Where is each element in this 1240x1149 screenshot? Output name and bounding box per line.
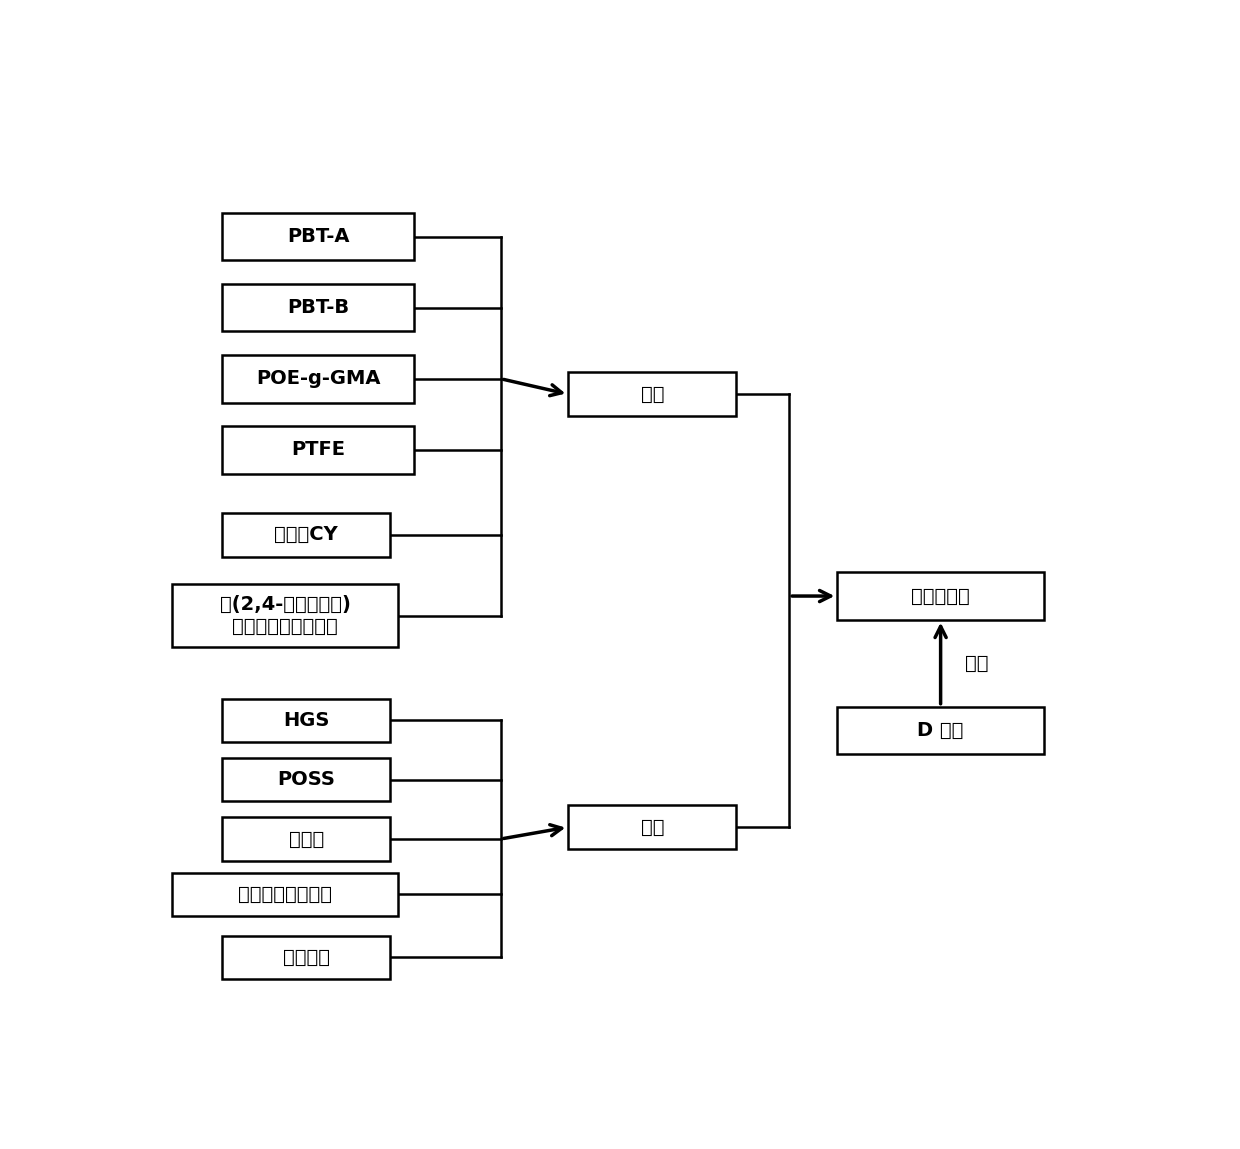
Text: 混合: 混合 bbox=[641, 385, 665, 403]
Text: 抗氧剖CY: 抗氧剖CY bbox=[274, 525, 339, 545]
FancyBboxPatch shape bbox=[222, 213, 414, 261]
Text: 芥酸酰胺: 芥酸酰胺 bbox=[283, 948, 330, 967]
Text: PTFE: PTFE bbox=[291, 440, 346, 460]
FancyBboxPatch shape bbox=[172, 872, 398, 916]
Text: 挤出、造粒: 挤出、造粒 bbox=[911, 586, 970, 606]
Text: HGS: HGS bbox=[283, 711, 330, 730]
Text: 双(2,4-二枯基苯基)
季戊四醇二亚磷酸酯: 双(2,4-二枯基苯基) 季戊四醇二亚磷酸酯 bbox=[219, 595, 351, 637]
Text: POSS: POSS bbox=[278, 770, 335, 789]
Text: POE-g-GMA: POE-g-GMA bbox=[257, 369, 381, 388]
FancyBboxPatch shape bbox=[222, 284, 414, 331]
Text: 偶联剖: 偶联剖 bbox=[289, 830, 324, 848]
FancyBboxPatch shape bbox=[222, 355, 414, 402]
FancyBboxPatch shape bbox=[222, 426, 414, 473]
Text: 超支化聚酯聚合物: 超支化聚酯聚合物 bbox=[238, 885, 332, 904]
FancyBboxPatch shape bbox=[222, 699, 391, 742]
Text: PBT-A: PBT-A bbox=[288, 228, 350, 246]
FancyBboxPatch shape bbox=[172, 584, 398, 647]
FancyBboxPatch shape bbox=[222, 514, 391, 556]
Text: 混合: 混合 bbox=[641, 818, 665, 836]
Text: 侧喂: 侧喂 bbox=[965, 654, 988, 672]
FancyBboxPatch shape bbox=[837, 572, 1044, 619]
FancyBboxPatch shape bbox=[568, 372, 737, 416]
Text: D 玻璃: D 玻璃 bbox=[918, 720, 963, 740]
FancyBboxPatch shape bbox=[568, 805, 737, 849]
Text: PBT-B: PBT-B bbox=[288, 299, 350, 317]
FancyBboxPatch shape bbox=[837, 707, 1044, 754]
FancyBboxPatch shape bbox=[222, 758, 391, 802]
FancyBboxPatch shape bbox=[222, 935, 391, 979]
FancyBboxPatch shape bbox=[222, 817, 391, 861]
